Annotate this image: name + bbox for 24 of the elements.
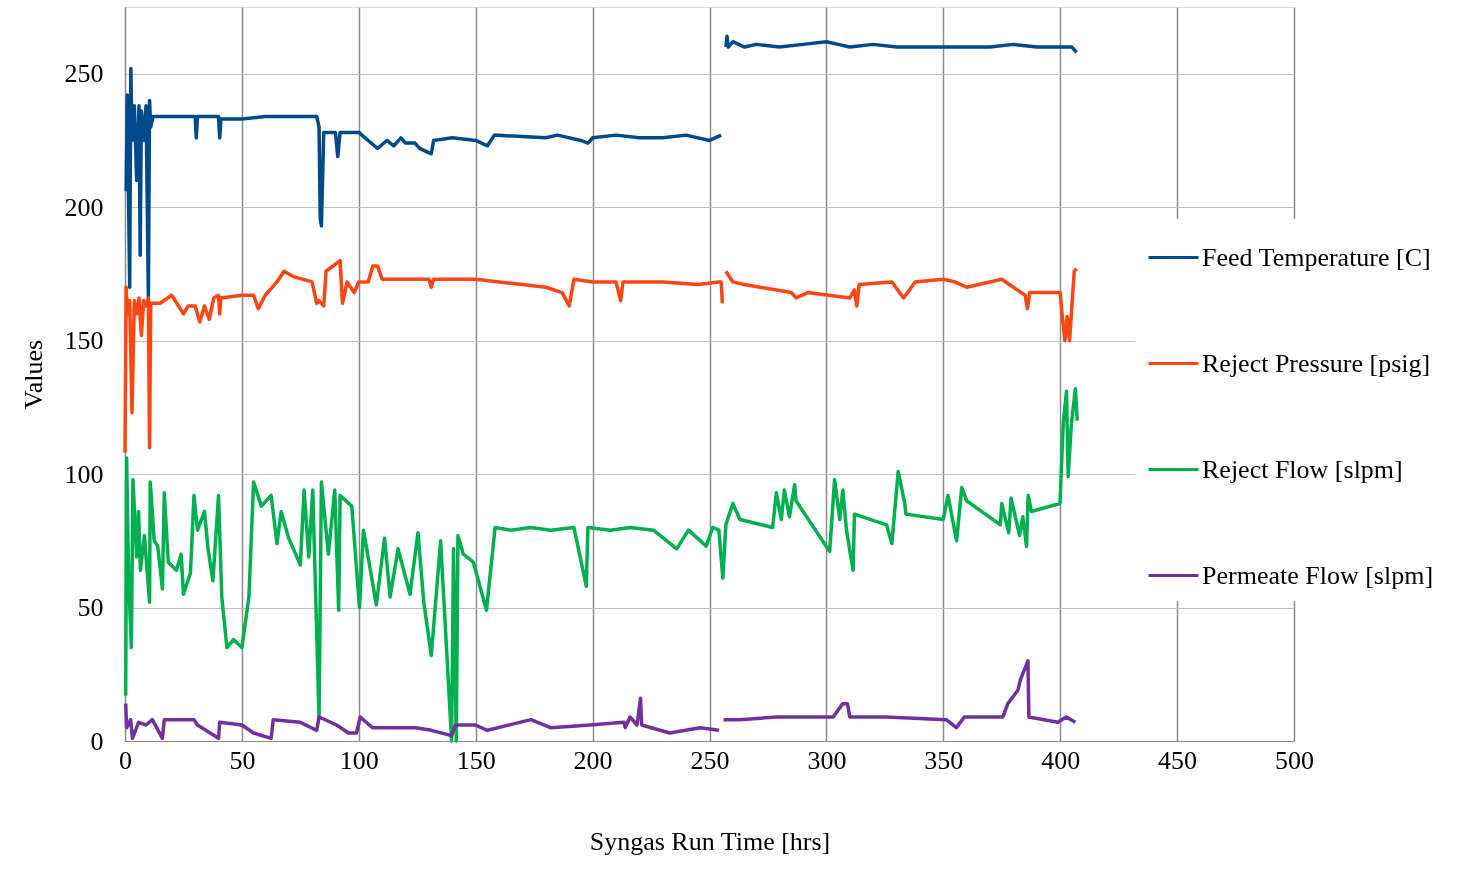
y-tick-label: 150 <box>64 326 104 356</box>
y-tick-label: 50 <box>77 593 104 623</box>
x-tick-label: 250 <box>690 745 730 775</box>
y-tick-label: 200 <box>64 192 104 222</box>
x-axis-title: Syngas Run Time [hrs] <box>589 826 831 856</box>
x-tick-label: 200 <box>573 745 613 775</box>
y-axis-title: Values <box>18 339 48 410</box>
x-tick-label: 450 <box>1158 745 1198 775</box>
x-tick-label: 400 <box>1041 745 1081 775</box>
x-tick-label: 500 <box>1275 745 1314 775</box>
y-tick-label: 0 <box>90 726 104 756</box>
x-tick-label: 350 <box>924 745 964 775</box>
y-tick-label: 100 <box>64 459 104 489</box>
x-tick-label: 50 <box>229 745 256 775</box>
legend-label: Feed Temperature [C] <box>1202 242 1431 272</box>
legend-label: Reject Flow [slpm] <box>1202 454 1403 484</box>
legend-label: Reject Pressure [psig] <box>1202 348 1431 378</box>
line-series <box>123 386 1080 743</box>
y-tick-label: 250 <box>64 59 104 89</box>
x-tick-label: 100 <box>339 745 379 775</box>
x-tick-label: 300 <box>807 745 847 775</box>
x-tick-label: 0 <box>119 745 132 775</box>
x-tick-label: 150 <box>456 745 496 775</box>
legend-label: Permeate Flow [slpm] <box>1202 560 1434 590</box>
